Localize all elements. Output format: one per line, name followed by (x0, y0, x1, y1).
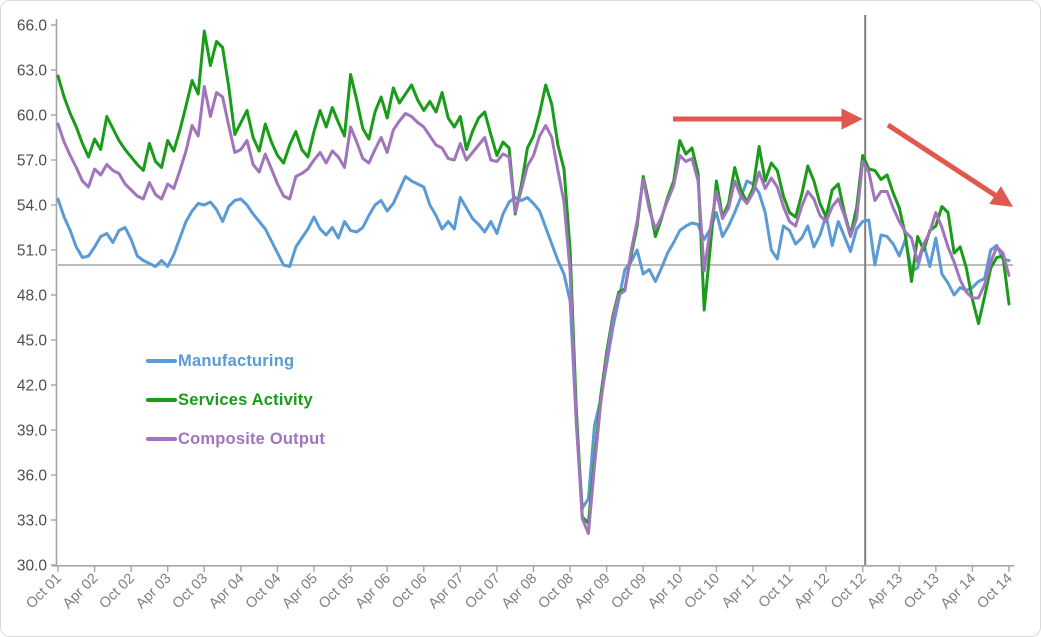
svg-text:Oct 03: Oct 03 (170, 571, 212, 613)
svg-text:Oct 06: Oct 06 (389, 571, 431, 613)
legend-label-composite: Composite Output (178, 429, 326, 448)
legend-label-services: Services Activity (178, 390, 313, 409)
svg-text:Apr 09: Apr 09 (572, 571, 614, 613)
legend-item-services: Services Activity (146, 387, 325, 413)
svg-text:Oct 09: Oct 09 (609, 571, 651, 613)
svg-text:Oct 05: Oct 05 (316, 571, 358, 613)
svg-text:Apr 05: Apr 05 (279, 571, 321, 613)
legend-swatch-manufacturing (146, 359, 177, 363)
svg-text:33.0: 33.0 (17, 513, 48, 530)
svg-text:30.0: 30.0 (17, 558, 48, 575)
svg-text:66.0: 66.0 (17, 18, 48, 35)
svg-text:Oct 08: Oct 08 (535, 571, 577, 613)
svg-text:Oct 10: Oct 10 (682, 571, 724, 613)
series-composite-output (56, 85, 1011, 535)
svg-text:45.0: 45.0 (17, 333, 48, 350)
down-trend-arrow (886, 122, 1013, 207)
svg-text:63.0: 63.0 (17, 63, 48, 80)
svg-text:Apr 11: Apr 11 (719, 571, 760, 612)
svg-text:Apr 10: Apr 10 (645, 571, 687, 613)
svg-text:Oct 14: Oct 14 (974, 571, 1016, 613)
legend-label-manufacturing: Manufacturing (178, 351, 295, 370)
y-axis: 66.0 63.0 60.0 57.0 54.0 51.0 48.0 45.0 42.0 39.0… (17, 18, 58, 575)
svg-text:Oct 07: Oct 07 (462, 571, 504, 613)
svg-text:39.0: 39.0 (17, 423, 48, 440)
svg-text:Apr 04: Apr 04 (206, 571, 248, 613)
svg-text:Oct 13: Oct 13 (901, 571, 943, 613)
svg-text:Apr 12: Apr 12 (791, 571, 833, 613)
svg-text:48.0: 48.0 (17, 288, 48, 305)
legend: Manufacturing Services Activity Composit… (146, 348, 325, 465)
svg-text:51.0: 51.0 (17, 243, 48, 260)
svg-text:Apr 07: Apr 07 (426, 571, 468, 613)
svg-text:Oct 04: Oct 04 (243, 571, 285, 613)
legend-item-composite: Composite Output (146, 426, 325, 452)
legend-item-manufacturing: Manufacturing (146, 348, 325, 374)
svg-text:Oct 02: Oct 02 (96, 571, 138, 613)
svg-text:Apr 14: Apr 14 (938, 571, 980, 613)
svg-text:57.0: 57.0 (17, 153, 48, 170)
legend-swatch-services (146, 398, 177, 402)
legend-swatch-composite (146, 437, 177, 441)
svg-text:42.0: 42.0 (17, 378, 48, 395)
svg-text:Oct 01: Oct 01 (23, 571, 65, 613)
svg-text:36.0: 36.0 (17, 468, 48, 485)
svg-text:60.0: 60.0 (17, 108, 48, 125)
svg-text:Oct 12: Oct 12 (828, 571, 870, 613)
svg-text:Apr 02: Apr 02 (60, 571, 102, 613)
svg-text:Apr 06: Apr 06 (352, 571, 394, 613)
series-manufacturing (56, 175, 1011, 510)
svg-text:Apr 13: Apr 13 (865, 571, 907, 613)
svg-text:Oct 11: Oct 11 (756, 571, 797, 612)
svg-text:Apr 08: Apr 08 (499, 571, 541, 613)
svg-text:54.0: 54.0 (17, 198, 48, 215)
svg-text:Apr 03: Apr 03 (133, 571, 175, 613)
